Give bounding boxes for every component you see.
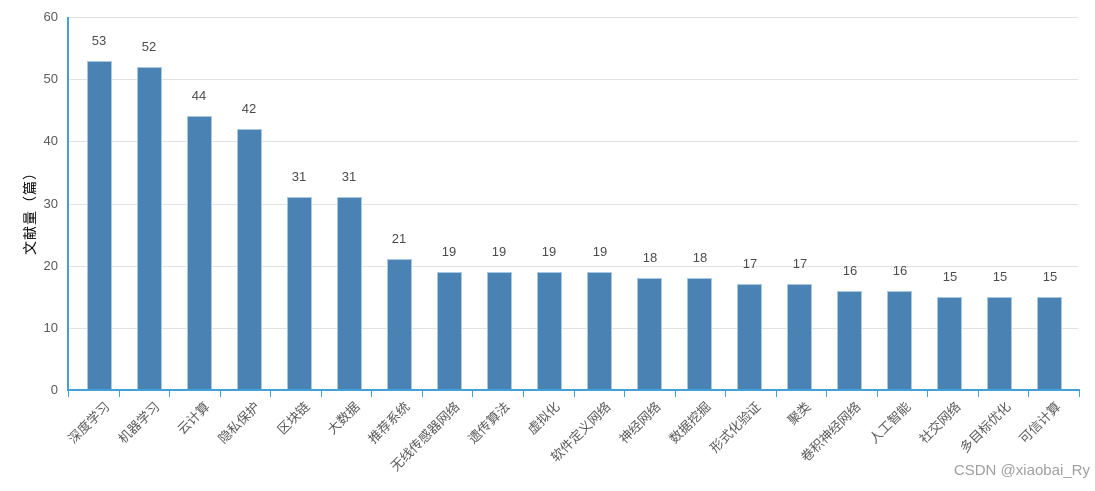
bar <box>637 278 662 390</box>
x-tick-mark <box>119 391 120 397</box>
x-tick-mark <box>1028 391 1029 397</box>
bar <box>187 116 212 390</box>
gridline <box>69 79 1078 80</box>
x-tick-mark <box>624 391 625 397</box>
y-tick-label: 20 <box>43 258 58 273</box>
x-tick-mark <box>675 391 676 397</box>
x-tick-mark <box>978 391 979 397</box>
bar <box>137 67 162 390</box>
bar <box>837 291 862 390</box>
x-category-label: 形式化验证 <box>707 399 764 456</box>
x-tick-mark <box>220 391 221 397</box>
bar-value-label: 17 <box>792 256 808 271</box>
bar <box>437 272 462 390</box>
x-tick-mark <box>422 391 423 397</box>
y-tick-label: 10 <box>43 320 58 335</box>
bar-value-label: 15 <box>992 269 1008 284</box>
x-category-label: 隐私保护 <box>215 399 263 447</box>
bar-value-label: 18 <box>642 250 658 265</box>
bar-value-label: 15 <box>1042 269 1058 284</box>
x-tick-mark <box>169 391 170 397</box>
bar <box>537 272 562 390</box>
bar-value-label: 21 <box>391 231 407 246</box>
x-category-label: 虚拟化 <box>524 399 563 438</box>
bar-value-label: 52 <box>141 39 157 54</box>
bar-value-label: 19 <box>541 244 557 259</box>
bar-value-label: 16 <box>892 263 908 278</box>
x-tick-mark <box>371 391 372 397</box>
y-tick-label: 0 <box>50 382 58 397</box>
x-tick-mark <box>68 391 69 397</box>
y-axis-line <box>67 17 69 390</box>
x-category-label: 区块链 <box>274 399 313 438</box>
y-tick-label: 50 <box>43 71 58 86</box>
x-category-label: 大数据 <box>324 399 363 438</box>
bar <box>387 259 412 390</box>
gridline <box>69 328 1078 329</box>
gridline <box>69 141 1078 142</box>
bar-value-label: 44 <box>191 88 207 103</box>
y-tick-label: 40 <box>43 133 58 148</box>
bar <box>237 129 262 390</box>
bar <box>487 272 512 390</box>
x-tick-mark <box>826 391 827 397</box>
x-category-label: 聚类 <box>784 399 814 429</box>
x-category-label: 人工智能 <box>866 399 914 447</box>
bar-value-label: 15 <box>942 269 958 284</box>
x-axis-line <box>67 389 1080 391</box>
x-category-label: 可信计算 <box>1016 399 1064 447</box>
y-tick-label: 60 <box>43 9 58 24</box>
bar-value-label: 42 <box>241 101 257 116</box>
bar-value-label: 19 <box>441 244 457 259</box>
x-tick-mark <box>776 391 777 397</box>
bar-value-label: 17 <box>742 256 758 271</box>
x-tick-mark <box>523 391 524 397</box>
x-tick-mark <box>270 391 271 397</box>
bar <box>787 284 812 390</box>
bar <box>887 291 912 390</box>
x-category-label: 多目标优化 <box>957 399 1014 456</box>
bar <box>987 297 1012 390</box>
x-tick-mark <box>574 391 575 397</box>
x-tick-mark <box>725 391 726 397</box>
bar-value-label: 18 <box>692 250 708 265</box>
bar <box>87 61 112 390</box>
bar-value-label: 53 <box>91 33 107 48</box>
x-category-label: 社交网络 <box>916 399 964 447</box>
y-tick-label: 30 <box>43 196 58 211</box>
watermark: CSDN @xiaobai_Ry <box>953 462 1090 479</box>
bar <box>287 197 312 390</box>
x-category-label: 数据挖掘 <box>666 399 714 447</box>
x-category-label: 推荐系统 <box>365 399 413 447</box>
bar-value-label: 16 <box>842 263 858 278</box>
gridline <box>69 266 1078 267</box>
x-category-label: 云计算 <box>174 399 213 438</box>
bar-value-label: 31 <box>291 169 307 184</box>
bar <box>587 272 612 390</box>
bar <box>737 284 762 390</box>
x-category-label: 神经网络 <box>616 399 664 447</box>
gridline <box>69 17 1078 18</box>
bar-value-label: 19 <box>592 244 608 259</box>
x-tick-mark <box>877 391 878 397</box>
x-category-label: 机器学习 <box>115 399 163 447</box>
x-tick-mark <box>927 391 928 397</box>
bar-value-label: 19 <box>491 244 507 259</box>
x-category-label: 遗传算法 <box>465 399 513 447</box>
gridline <box>69 204 1078 205</box>
x-tick-mark <box>1079 391 1080 397</box>
bar-value-label: 31 <box>341 169 357 184</box>
bar <box>687 278 712 390</box>
x-tick-mark <box>321 391 322 397</box>
bar <box>337 197 362 390</box>
bar <box>1037 297 1062 390</box>
x-tick-mark <box>472 391 473 397</box>
bar <box>937 297 962 390</box>
x-category-label: 深度学习 <box>65 399 113 447</box>
